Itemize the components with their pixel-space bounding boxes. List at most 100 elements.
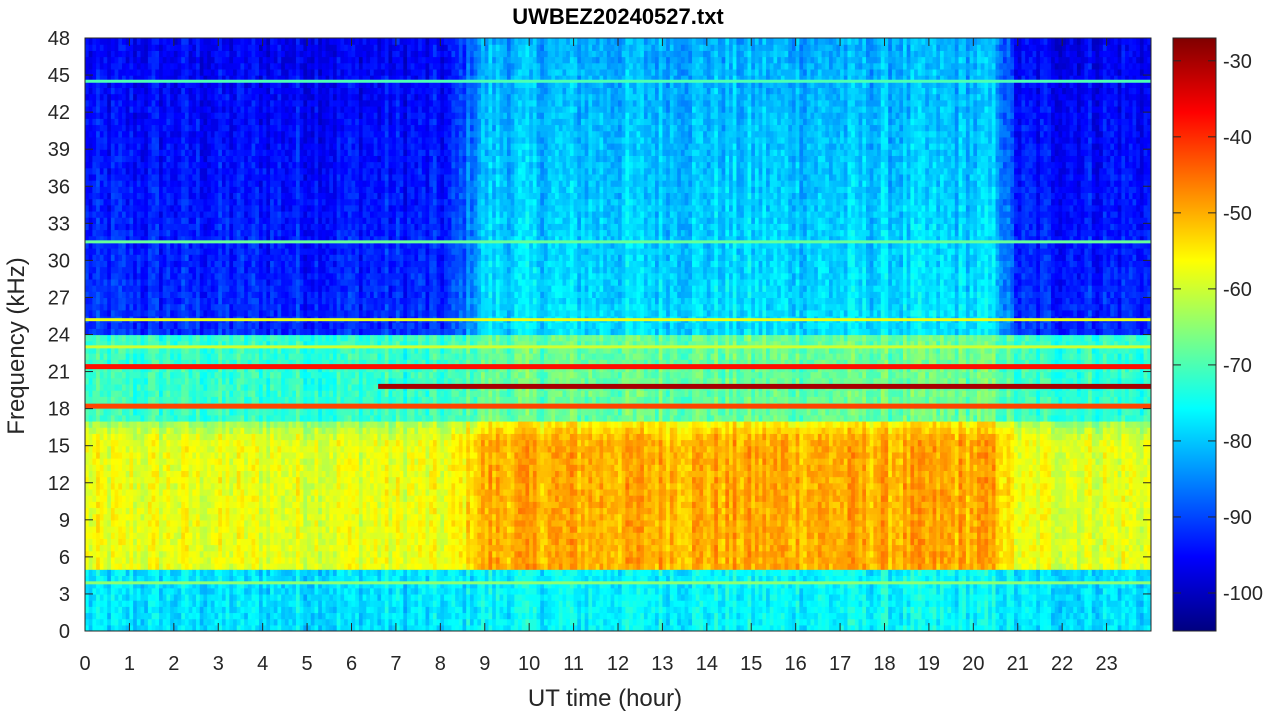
- spectrogram-cell: [96, 563, 100, 570]
- spectrogram-cell: [137, 100, 141, 107]
- spectrogram-cell: [111, 106, 115, 113]
- spectrogram-cell: [118, 57, 122, 64]
- spectrogram-cell: [111, 390, 115, 397]
- spectrogram-cell: [133, 545, 137, 552]
- spectrogram-cell: [126, 211, 130, 218]
- spectrogram-cell: [133, 57, 137, 64]
- spectrogram-cell: [174, 297, 178, 304]
- spectrogram-cell: [148, 470, 152, 477]
- spectrogram-cell: [118, 458, 122, 465]
- spectrogram-cell: [178, 254, 182, 261]
- spectrogram-cell: [85, 304, 89, 311]
- spectrogram-cell: [152, 575, 156, 582]
- spectrogram-cell: [137, 57, 141, 64]
- spectrogram-cell: [118, 310, 122, 317]
- spectrogram-cell: [166, 328, 170, 335]
- spectrogram-cell: [181, 328, 185, 335]
- spectrogram-cell: [174, 520, 178, 527]
- spectrogram-cell: [174, 124, 178, 131]
- spectrogram-cell: [163, 57, 167, 64]
- spectrogram-cell: [115, 279, 119, 286]
- spectrogram-cell: [92, 260, 96, 267]
- spectrogram-cell: [118, 38, 122, 45]
- spectrogram-cell: [181, 433, 185, 440]
- spectrogram-cell: [89, 446, 93, 453]
- spectrogram-cell: [159, 532, 163, 539]
- spectrogram-cell: [155, 588, 159, 595]
- spectrogram-cell: [111, 267, 115, 274]
- spectrogram-cell: [129, 495, 133, 502]
- spectrogram-cell: [100, 415, 104, 422]
- spectrogram-cell: [115, 390, 119, 397]
- spectrogram-cell: [152, 612, 156, 619]
- spectrogram-cell: [129, 619, 133, 626]
- spectrogram-cell: [89, 470, 93, 477]
- spectrogram-cell: [111, 507, 115, 514]
- spectrogram-cell: [148, 192, 152, 199]
- spectrogram-cell: [111, 458, 115, 465]
- spectrogram-cell: [141, 100, 145, 107]
- spectrogram-cell: [148, 489, 152, 496]
- spectrogram-cell: [148, 384, 152, 391]
- spectrogram-cell: [118, 526, 122, 533]
- spectrogram-cell: [118, 489, 122, 496]
- spectrogram-cell: [144, 112, 148, 119]
- spectrogram-cell: [100, 409, 104, 416]
- spectrogram-cell: [115, 335, 119, 342]
- spectrogram-cell: [141, 378, 145, 385]
- spectrogram-cell: [96, 38, 100, 45]
- spectrogram-cell: [100, 155, 104, 162]
- spectrogram-cell: [174, 94, 178, 101]
- spectrogram-cell: [85, 384, 89, 391]
- spectrogram-cell: [104, 100, 108, 107]
- spectrogram-cell: [163, 328, 167, 335]
- spectrogram-cell: [152, 50, 156, 57]
- spectrogram-cell: [178, 538, 182, 545]
- spectrogram-cell: [159, 606, 163, 613]
- spectrogram-cell: [137, 328, 141, 335]
- spectrogram-cell: [111, 378, 115, 385]
- spectrogram-cell: [152, 594, 156, 601]
- spectrogram-cell: [133, 489, 137, 496]
- spectrogram-cell: [89, 532, 93, 539]
- spectrogram-cell: [92, 328, 96, 335]
- spectrogram-cell: [159, 588, 163, 595]
- spectrogram-cell: [144, 619, 148, 626]
- spectrogram-cell: [174, 106, 178, 113]
- spectrogram-cell: [107, 118, 111, 125]
- spectrogram-cell: [100, 291, 104, 298]
- spectrogram-cell: [115, 87, 119, 94]
- spectrogram-cell: [155, 254, 159, 261]
- spectrogram-cell: [122, 199, 126, 206]
- spectrogram-cell: [92, 335, 96, 342]
- spectrogram-cell: [111, 483, 115, 490]
- spectrogram-cell: [155, 353, 159, 360]
- spectrogram-cell: [129, 440, 133, 447]
- spectrogram-cell: [159, 267, 163, 274]
- spectrogram-cell: [129, 594, 133, 601]
- spectrogram-cell: [96, 495, 100, 502]
- spectrogram-cell: [118, 569, 122, 576]
- spectrogram-cell: [115, 57, 119, 64]
- spectrogram-cell: [96, 396, 100, 403]
- spectrogram-cell: [129, 112, 133, 119]
- spectrogram-cell: [104, 452, 108, 459]
- spectrogram-cell: [148, 248, 152, 255]
- spectrogram-cell: [166, 229, 170, 236]
- spectrogram-cell: [170, 149, 174, 156]
- spectrogram-cell: [118, 149, 122, 156]
- spectrogram-cell: [144, 87, 148, 94]
- spectrogram-cell: [122, 112, 126, 119]
- spectrogram-cell: [92, 180, 96, 187]
- spectrogram-cell: [129, 409, 133, 416]
- spectrogram-cell: [152, 297, 156, 304]
- spectrogram-cell: [133, 291, 137, 298]
- spectrogram-cell: [107, 353, 111, 360]
- spectrogram-cell: [89, 192, 93, 199]
- spectrogram-cell: [92, 223, 96, 230]
- spectrogram-cell: [107, 174, 111, 181]
- spectrogram-cell: [118, 94, 122, 101]
- spectrogram-cell: [133, 87, 137, 94]
- spectrogram-cell: [148, 149, 152, 156]
- spectrogram-cell: [163, 483, 167, 490]
